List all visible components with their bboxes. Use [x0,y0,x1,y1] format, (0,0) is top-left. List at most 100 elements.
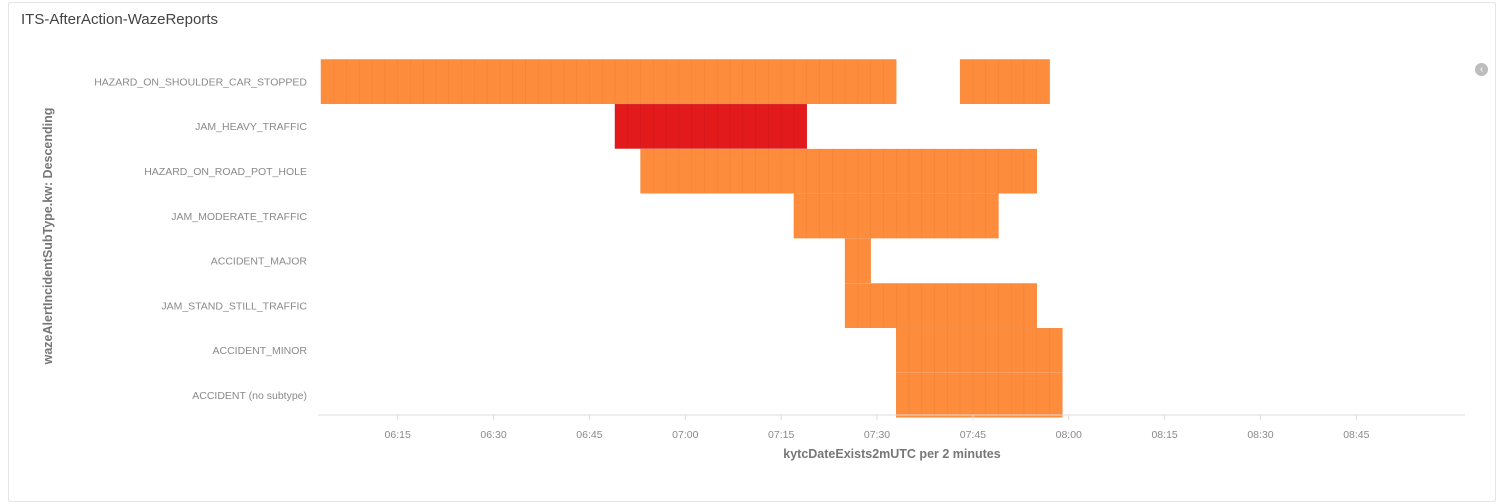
heatmap-cell[interactable] [678,148,692,194]
heatmap-cell[interactable] [844,148,859,194]
heatmap-cell[interactable] [1036,59,1050,104]
heatmap-cell[interactable] [972,148,986,194]
heatmap-cell[interactable] [959,372,974,418]
heatmap-cell[interactable] [627,59,641,104]
heatmap-cell[interactable] [921,193,935,239]
heatmap-cell[interactable] [998,283,1012,328]
heatmap-cell[interactable] [793,148,807,194]
heatmap-cell[interactable] [934,193,948,239]
heatmap-cell[interactable] [768,59,782,104]
heatmap-cell[interactable] [704,104,718,149]
heatmap-cell[interactable] [793,104,807,149]
heatmap-cell[interactable] [359,59,373,104]
heatmap-cell[interactable] [832,59,846,104]
heatmap-cell[interactable] [921,328,935,373]
heatmap-cell[interactable] [410,59,424,104]
heatmap-cell[interactable] [947,372,961,418]
heatmap-cell[interactable] [870,283,884,328]
heatmap-cell[interactable] [717,104,731,149]
heatmap-cell[interactable] [895,372,910,418]
heatmap-cell[interactable] [959,148,974,194]
heatmap-cell[interactable] [755,148,769,194]
heatmap-cell[interactable] [895,193,910,239]
heatmap-cell[interactable] [1049,372,1063,418]
heatmap-cell[interactable] [908,193,922,239]
heatmap-cell[interactable] [1023,148,1037,194]
heatmap-cell[interactable] [435,59,450,104]
heatmap-cell[interactable] [883,59,897,104]
heatmap-cell[interactable] [947,328,961,373]
heatmap-cell[interactable] [653,104,667,149]
heatmap-cell[interactable] [1049,328,1063,373]
heatmap-cell[interactable] [461,59,475,104]
heatmap-cell[interactable] [1036,372,1050,418]
heatmap-cell[interactable] [486,59,501,104]
heatmap-cell[interactable] [717,148,731,194]
heatmap-cell[interactable] [653,148,667,194]
heatmap-cell[interactable] [934,148,948,194]
heatmap-cell[interactable] [729,59,744,104]
heatmap-cell[interactable] [1023,328,1037,373]
heatmap-cell[interactable] [691,59,705,104]
heatmap-cell[interactable] [844,59,859,104]
heatmap-cell[interactable] [947,148,961,194]
heatmap-cell[interactable] [947,193,961,239]
heatmap-cell[interactable] [563,59,577,104]
heatmap-cell[interactable] [742,104,756,149]
heatmap-cell[interactable] [320,59,334,104]
heatmap-cell[interactable] [614,104,628,149]
heatmap-cell[interactable] [691,148,705,194]
heatmap-cell[interactable] [423,59,437,104]
heatmap-cell[interactable] [998,328,1012,373]
heatmap-cell[interactable] [959,283,974,328]
heatmap-cell[interactable] [793,59,807,104]
heatmap-cell[interactable] [678,104,692,149]
heatmap-cell[interactable] [895,328,910,373]
heatmap-cell[interactable] [972,328,986,373]
heatmap-cell[interactable] [819,148,833,194]
heatmap-cell[interactable] [704,59,718,104]
heatmap-cell[interactable] [985,328,999,373]
heatmap-cell[interactable] [384,59,398,104]
heatmap-cell[interactable] [793,193,807,239]
heatmap-cell[interactable] [780,104,795,149]
heatmap-cell[interactable] [550,59,565,104]
heatmap-cell[interactable] [819,59,833,104]
heatmap-cell[interactable] [448,59,462,104]
heatmap-cell[interactable] [371,59,386,104]
heatmap-cell[interactable] [959,328,974,373]
heatmap-cell[interactable] [844,283,859,328]
heatmap-cell[interactable] [857,283,871,328]
heatmap-cell[interactable] [921,372,935,418]
heatmap-cell[interactable] [895,148,910,194]
heatmap-cell[interactable] [972,59,986,104]
heatmap-cell[interactable] [653,59,667,104]
heatmap-cell[interactable] [908,372,922,418]
heatmap-cell[interactable] [934,372,948,418]
heatmap-cell[interactable] [627,104,641,149]
heatmap-cell[interactable] [998,372,1012,418]
heatmap-cell[interactable] [998,59,1012,104]
heatmap-cell[interactable] [538,59,552,104]
heatmap-cell[interactable] [678,59,692,104]
heatmap-cell[interactable] [870,148,884,194]
legend-toggle-icon[interactable]: ‹ [1475,63,1488,76]
heatmap-cell[interactable] [806,148,820,194]
heatmap-cell[interactable] [806,59,820,104]
heatmap-cell[interactable] [870,59,884,104]
heatmap-cell[interactable] [844,193,859,239]
heatmap-cell[interactable] [857,193,871,239]
heatmap-cell[interactable] [780,148,795,194]
heatmap-cell[interactable] [589,59,603,104]
heatmap-cell[interactable] [576,59,590,104]
heatmap-cell[interactable] [742,59,756,104]
heatmap-cell[interactable] [857,238,871,284]
heatmap-cell[interactable] [832,148,846,194]
heatmap-cell[interactable] [640,104,654,149]
heatmap-cell[interactable] [499,59,513,104]
heatmap-cell[interactable] [985,193,999,239]
heatmap-cell[interactable] [665,59,680,104]
heatmap-cell[interactable] [959,193,974,239]
heatmap-cell[interactable] [397,59,411,104]
heatmap-cell[interactable] [665,148,680,194]
